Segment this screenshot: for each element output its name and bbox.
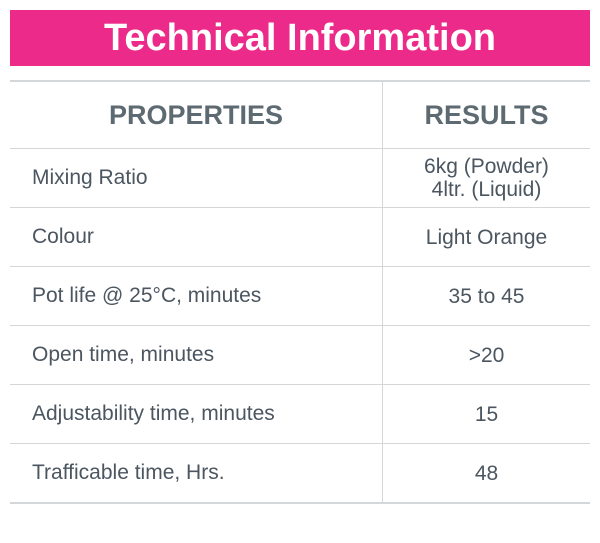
- result-cell: 6kg (Powder) 4ltr. (Liquid): [383, 149, 590, 207]
- result-cell: 15: [474, 402, 499, 426]
- property-cell: Open time, minutes: [10, 326, 383, 384]
- result-line: 4ltr. (Liquid): [431, 178, 542, 201]
- property-cell: Pot life @ 25°C, minutes: [10, 267, 383, 325]
- table-row: Trafficable time, Hrs. 48: [10, 443, 590, 502]
- property-cell: Trafficable time, Hrs.: [10, 444, 383, 502]
- header-cell: RESULTS: [424, 99, 549, 130]
- table-row: Colour Light Orange: [10, 207, 590, 266]
- result-cell: 35 to 45: [448, 284, 525, 308]
- property-cell: Mixing Ratio: [10, 149, 383, 207]
- header-row: PROPERTIES RESULTS: [10, 82, 590, 148]
- result-cell: Light Orange: [425, 225, 548, 249]
- table-row: Adjustability time, minutes 15: [10, 384, 590, 443]
- result-cell: 48: [474, 461, 499, 485]
- header-cell: PROPERTIES: [10, 82, 383, 148]
- table-row: Open time, minutes >20: [10, 325, 590, 384]
- property-cell: Colour: [10, 208, 383, 266]
- title-banner: Technical Information: [10, 10, 590, 66]
- result-cell: >20: [468, 343, 505, 367]
- table-row: Pot life @ 25°C, minutes 35 to 45: [10, 266, 590, 325]
- result-line: 6kg (Powder): [424, 155, 549, 178]
- table-row: Mixing Ratio 6kg (Powder) 4ltr. (Liquid): [10, 148, 590, 207]
- properties-table: PROPERTIES RESULTS Mixing Ratio 6kg (Powd…: [10, 80, 590, 504]
- property-cell: Adjustability time, minutes: [10, 385, 383, 443]
